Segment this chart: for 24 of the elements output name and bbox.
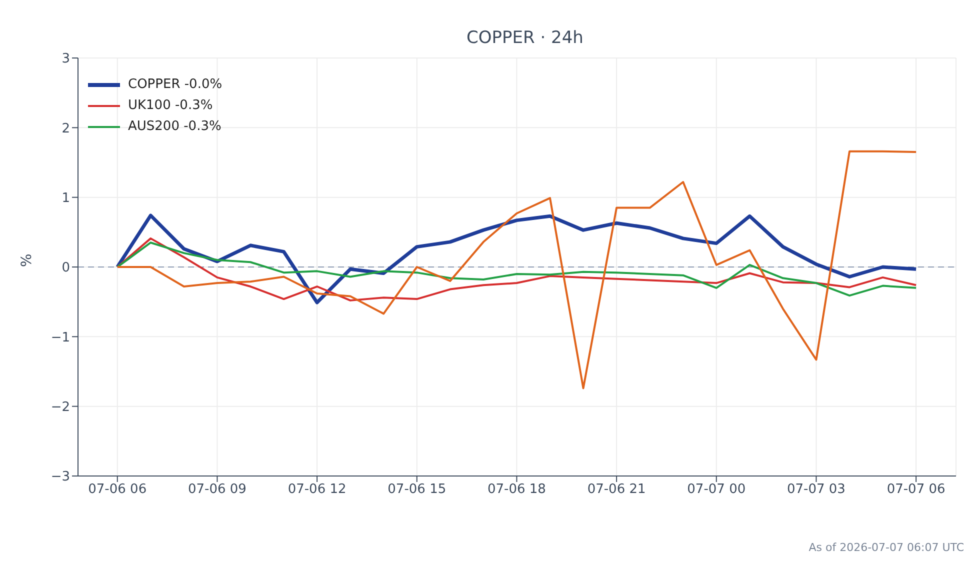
x-tick-label: 07-06 12 xyxy=(288,482,346,498)
y-tick-label: −3 xyxy=(50,470,70,485)
y-axis-title: % xyxy=(18,254,35,267)
line-series xyxy=(116,214,918,304)
y-tick-label: 3 xyxy=(62,52,70,67)
y-tick-label: −2 xyxy=(50,400,70,415)
legend-label: UK100 -0.3% xyxy=(128,98,213,113)
x-tick-label: 07-07 00 xyxy=(687,482,746,498)
y-tick-label: −1 xyxy=(50,330,70,346)
x-tick-label: 07-06 18 xyxy=(487,482,546,498)
x-tick-label: 07-06 06 xyxy=(88,482,147,498)
x-tick-label: 07-06 15 xyxy=(388,482,446,498)
y-tick-label: 0 xyxy=(62,260,70,276)
x-tick-label: 07-07 06 xyxy=(886,482,946,498)
y-tick-label: 2 xyxy=(62,121,70,136)
line-series xyxy=(116,150,918,390)
text: As of 2026-07-07 06:07 UTC xyxy=(808,541,964,554)
chart-title: COPPER · 24h xyxy=(466,28,584,48)
legend-label: COPPER -0.0% xyxy=(128,77,222,92)
x-tick-label: 07-06 21 xyxy=(587,482,646,498)
x-tick-label: 07-07 03 xyxy=(787,482,846,498)
x-tick-label: 07-06 09 xyxy=(188,482,246,498)
legend-label: AUS200 -0.3% xyxy=(128,119,222,134)
y-tick-label: 1 xyxy=(62,190,70,206)
